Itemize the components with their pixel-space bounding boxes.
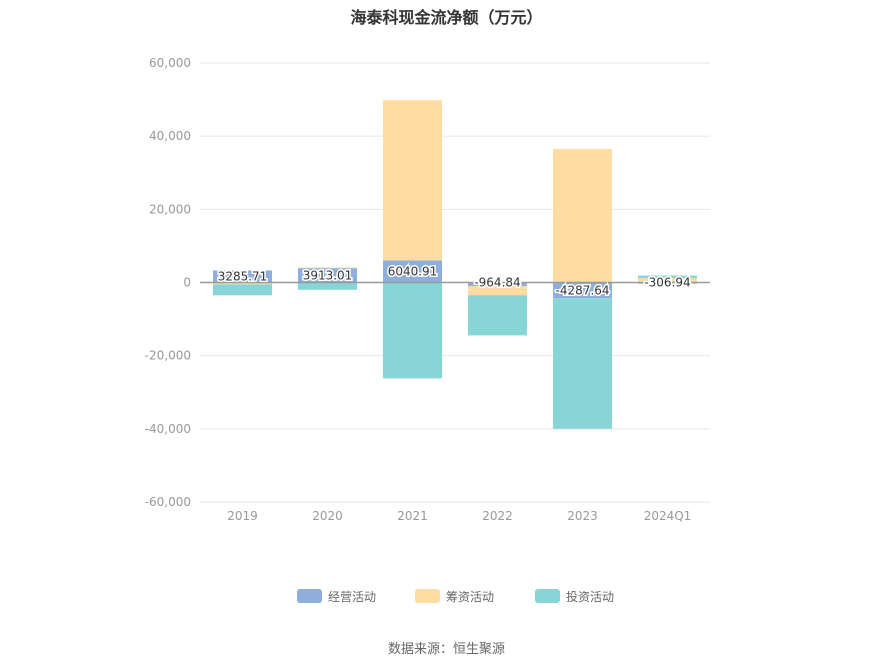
- bar-segment: [553, 282, 612, 299]
- y-tick-label: 0: [183, 276, 191, 290]
- x-tick-label: 2021: [397, 509, 428, 523]
- bar-segment: [468, 295, 527, 336]
- bar-segment: [638, 278, 697, 283]
- bar-segment: [468, 282, 527, 287]
- data-label: -306.94: [644, 276, 690, 290]
- legend: 经营活动 筹资活动 投资活动: [297, 589, 614, 604]
- bar-segment: [213, 270, 272, 283]
- bar-segment: [213, 284, 272, 296]
- bar-segment: [468, 286, 527, 296]
- data-source-note: 数据来源：恒生聚源: [387, 642, 505, 657]
- x-tick-label: 2022: [482, 509, 513, 523]
- bar-segment: [298, 282, 357, 290]
- x-tick-label: 2019: [227, 509, 258, 523]
- bar-segment: [638, 275, 697, 279]
- x-axis-ticks: 2019 2020 2021 2022 2023 2024Q1: [227, 509, 691, 523]
- x-tick-label: 2023: [567, 509, 598, 523]
- bar-segment: [553, 148, 612, 283]
- x-tick-label: 2024Q1: [644, 509, 692, 523]
- y-tick-label: -60,000: [145, 495, 191, 509]
- bar-segment: [213, 282, 272, 285]
- bars-layer: [213, 100, 697, 429]
- legend-label: 投资活动: [566, 589, 614, 604]
- data-label: 3285.71: [218, 269, 268, 283]
- x-tick-label: 2020: [312, 509, 343, 523]
- data-label: 6040.91: [388, 264, 438, 278]
- legend-label: 经营活动: [328, 590, 376, 604]
- chart-title: 海泰科现金流净额（万元）: [350, 8, 543, 27]
- legend-label: 筹资活动: [446, 590, 494, 604]
- y-tick-label: 40,000: [149, 129, 191, 143]
- y-tick-label: 20,000: [149, 202, 191, 216]
- legend-swatch: [535, 589, 560, 603]
- data-label: -4287.64: [556, 283, 610, 297]
- legend-swatch: [297, 589, 322, 603]
- data-labels-layer: 3285.71 3913.01 6040.91 -964.84 -4287.64 -306…: [216, 263, 692, 299]
- bar-segment: [298, 267, 357, 269]
- bar-segment: [553, 298, 612, 429]
- y-tick-label: 60,000: [149, 56, 191, 70]
- y-axis-ticks: 60,000 40,000 20,000 0 -20,000 -40,000 -60,000: [145, 56, 191, 509]
- grid-layer: [200, 62, 710, 503]
- data-label: -964.84: [474, 276, 520, 290]
- data-label: 3913.01: [303, 268, 353, 282]
- bar-segment: [383, 100, 442, 261]
- legend-swatch: [415, 589, 440, 603]
- y-tick-label: -20,000: [145, 349, 191, 363]
- bar-segment: [298, 268, 357, 283]
- bar-segment: [383, 260, 442, 283]
- bar-segment: [383, 282, 442, 379]
- y-tick-label: -40,000: [145, 422, 191, 436]
